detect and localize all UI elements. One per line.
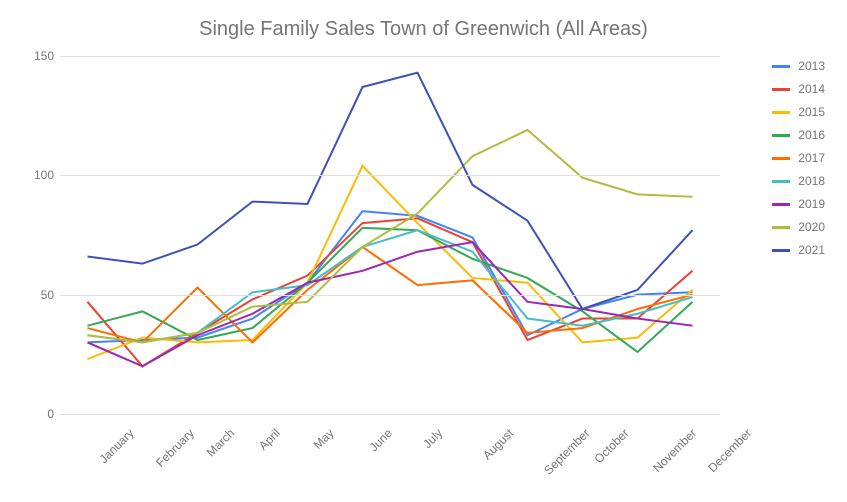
x-tick-label: May	[310, 426, 336, 452]
series-line-2016	[88, 228, 693, 352]
legend-swatch	[772, 249, 790, 252]
legend-swatch	[772, 65, 790, 68]
y-tick-label: 0	[24, 407, 54, 421]
legend-swatch	[772, 111, 790, 114]
legend-swatch	[772, 157, 790, 160]
x-tick-label: October	[591, 426, 631, 466]
legend-label: 2015	[798, 105, 825, 119]
legend-swatch	[772, 88, 790, 91]
legend-label: 2020	[798, 220, 825, 234]
legend-item-2019: 2019	[772, 196, 825, 212]
y-tick-label: 100	[24, 168, 54, 182]
y-tick-label: 150	[24, 49, 54, 63]
series-line-2020	[88, 130, 693, 342]
legend-label: 2021	[798, 243, 825, 257]
gridline	[60, 175, 720, 176]
legend-item-2017: 2017	[772, 150, 825, 166]
x-tick-label: September	[541, 426, 592, 477]
legend-item-2021: 2021	[772, 242, 825, 258]
legend-item-2014: 2014	[772, 81, 825, 97]
x-tick-label: December	[705, 426, 754, 475]
gridline	[60, 56, 720, 57]
legend-item-2016: 2016	[772, 127, 825, 143]
x-tick-label: March	[203, 426, 236, 459]
x-tick-label: July	[420, 426, 445, 451]
gridline	[60, 414, 720, 415]
legend-swatch	[772, 226, 790, 229]
legend-label: 2013	[798, 59, 825, 73]
x-tick-label: November	[650, 426, 699, 475]
legend-swatch	[772, 180, 790, 183]
legend-item-2020: 2020	[772, 219, 825, 235]
legend-item-2015: 2015	[772, 104, 825, 120]
legend: 2013 2014 2015 2016 2017 2018 2019 2020 2021	[772, 58, 825, 265]
x-tick-label: January	[96, 426, 136, 466]
legend-label: 2018	[798, 174, 825, 188]
x-tick-label: June	[366, 426, 394, 454]
legend-label: 2019	[798, 197, 825, 211]
chart-lines	[60, 56, 360, 206]
plot-area: 050100150	[60, 56, 720, 414]
legend-item-2018: 2018	[772, 173, 825, 189]
legend-label: 2014	[798, 82, 825, 96]
gridline	[60, 295, 720, 296]
series-line-2014	[88, 218, 693, 366]
legend-item-2013: 2013	[772, 58, 825, 74]
legend-label: 2016	[798, 128, 825, 142]
legend-swatch	[772, 134, 790, 137]
chart-container: Single Family Sales Town of Greenwich (A…	[0, 0, 847, 502]
legend-label: 2017	[798, 151, 825, 165]
x-tick-label: April	[256, 426, 283, 453]
x-tick-label: August	[479, 426, 515, 462]
legend-swatch	[772, 203, 790, 206]
series-line-2021	[88, 73, 693, 309]
x-tick-label: February	[153, 426, 197, 470]
chart-title: Single Family Sales Town of Greenwich (A…	[0, 18, 847, 41]
x-axis: January FebruaryMarch April May June July Augu…	[60, 420, 720, 480]
y-tick-label: 50	[24, 288, 54, 302]
